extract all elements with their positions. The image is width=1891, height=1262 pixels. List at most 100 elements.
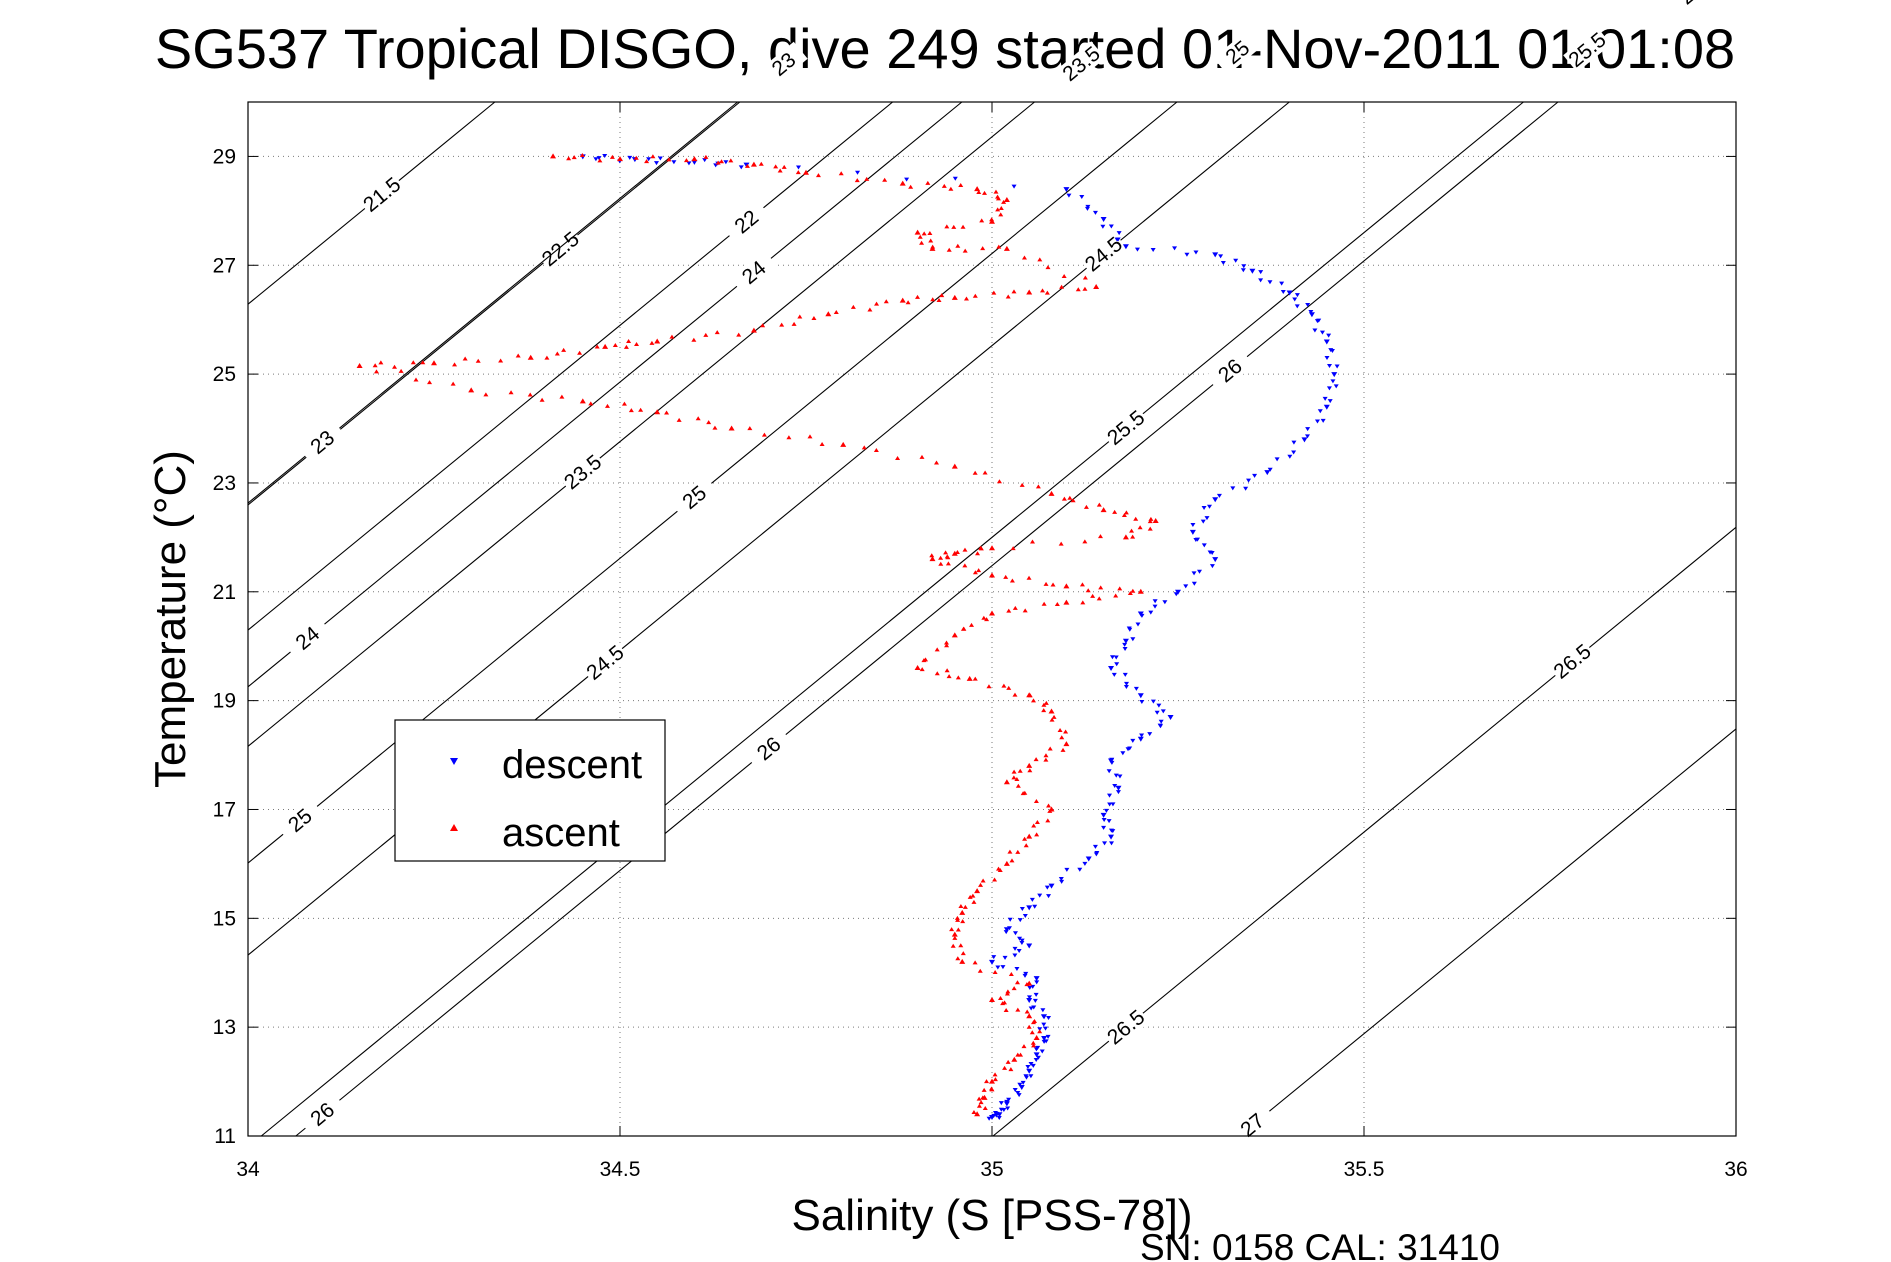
ascent-point	[927, 230, 933, 235]
descent-point	[1323, 339, 1330, 345]
ascent-point	[1096, 596, 1102, 601]
contour-label-bg	[357, 172, 406, 217]
ascent-point	[938, 561, 944, 566]
ascent-point	[1093, 284, 1100, 290]
ascent-point	[420, 360, 426, 365]
descent-point	[1026, 943, 1033, 949]
descent-point	[1106, 819, 1112, 824]
ascent-point	[691, 337, 697, 342]
x-tick-label: 36	[1724, 1158, 1747, 1181]
ascent-point	[666, 157, 672, 162]
descent-point	[1294, 293, 1300, 298]
ascent-point	[728, 425, 735, 431]
ascent-point	[561, 347, 567, 352]
descent-point	[1033, 1057, 1039, 1062]
ascent-point	[951, 931, 958, 937]
ascent-point	[1011, 1056, 1018, 1062]
descent-point	[991, 955, 997, 960]
ascent-point	[736, 332, 742, 337]
density-contour-line	[247, 101, 1035, 747]
ascent-point	[612, 343, 618, 348]
ascent-point	[815, 173, 821, 178]
ascent-point	[969, 622, 975, 627]
descent-point	[1102, 841, 1108, 846]
ascent-point	[951, 294, 958, 300]
descent-point	[1020, 1080, 1026, 1085]
ascent-point	[976, 189, 982, 194]
density-contour-line	[295, 101, 1559, 1137]
ascent-point	[962, 547, 968, 552]
ascent-point	[997, 868, 1003, 873]
ascent-point	[1035, 484, 1041, 489]
descent-point	[1109, 655, 1115, 660]
descent-point	[723, 160, 729, 165]
descent-point	[1113, 773, 1119, 778]
descent-point	[1173, 592, 1179, 597]
ascent-point	[984, 1079, 990, 1084]
ascent-point	[1075, 287, 1081, 292]
descent-point	[1108, 834, 1115, 840]
ascent-point	[1012, 692, 1018, 697]
ascent-point	[929, 556, 936, 562]
ascent-point	[944, 640, 950, 645]
contour-label-bg	[1563, 27, 1612, 73]
descent-point	[1110, 829, 1116, 834]
legend: descent ascent	[394, 719, 666, 862]
ascent-point	[850, 304, 856, 309]
ascent-point	[962, 563, 968, 568]
ascent-point	[475, 358, 481, 363]
descent-point	[1183, 584, 1189, 589]
ascent-point	[1011, 775, 1017, 780]
descent-point	[1109, 760, 1115, 765]
descent-point	[1082, 861, 1088, 866]
ascent-point	[978, 545, 984, 550]
ascent-point	[626, 339, 632, 344]
descent-point	[1152, 604, 1158, 609]
descent-point	[1258, 278, 1264, 283]
ascent-point	[728, 158, 734, 163]
ascent-point	[970, 893, 976, 898]
descent-point	[1305, 427, 1311, 432]
ascent-point	[1030, 1040, 1036, 1045]
descent-point	[1191, 581, 1197, 586]
descent-point	[1162, 600, 1168, 605]
descent-point	[1092, 844, 1098, 849]
ascent-point	[949, 927, 955, 932]
ascent-point	[462, 356, 468, 361]
contour-label-bg	[581, 640, 630, 685]
ascent-point	[981, 1087, 987, 1092]
ascent-point	[980, 878, 986, 883]
descent-point	[1301, 437, 1308, 443]
descent-point	[1279, 281, 1285, 286]
ascent-point	[1011, 986, 1017, 991]
ascent-point	[1129, 528, 1135, 533]
ascent-point	[955, 956, 961, 961]
ascent-point	[1003, 779, 1010, 785]
ascent-point	[1047, 746, 1053, 751]
ascent-point	[750, 327, 757, 333]
ascent-point	[597, 158, 603, 163]
ascent-point	[1061, 274, 1067, 279]
x-tick-label: 35	[980, 1158, 1003, 1181]
descent-point	[1094, 851, 1100, 856]
ascent-point	[944, 643, 950, 648]
ascent-point	[854, 178, 860, 183]
y-tick-label: 27	[213, 254, 236, 277]
ascent-point	[1043, 757, 1049, 762]
ascent-point	[483, 392, 489, 397]
descent-point	[1109, 841, 1115, 846]
descent-point	[1274, 457, 1280, 462]
ascent-point	[577, 350, 583, 355]
descent-point	[1160, 709, 1166, 714]
contour-label: 26	[1675, 0, 1708, 9]
ascent-point	[960, 919, 966, 924]
descent-point	[1107, 802, 1113, 807]
ascent-point	[1005, 989, 1011, 994]
ascent-point	[1015, 849, 1021, 854]
ascent-point	[905, 300, 911, 305]
descent-point	[1028, 1074, 1034, 1079]
descent-point	[1017, 936, 1023, 941]
ascent-point	[1026, 575, 1032, 580]
contour-label-bg	[298, 1091, 347, 1137]
descent-point	[989, 1114, 995, 1120]
